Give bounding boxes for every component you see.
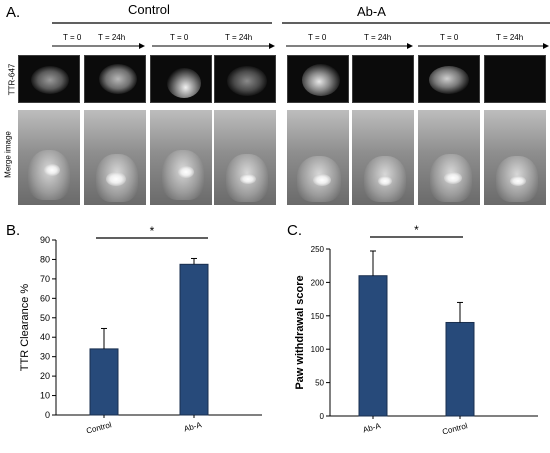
y-tick-label: 50 [315,379,324,388]
bar [179,263,209,416]
time-label: T = 0 [170,33,189,42]
group-title-ab-a: Ab-A [357,4,386,19]
fluorescence-image [418,55,480,103]
y-tick-label: 150 [311,312,325,321]
fluorescence-image [352,55,414,103]
merge-image [18,110,80,205]
y-tick-label: 30 [40,352,50,362]
x-tick-label: Ab-A [183,420,203,433]
x-tick-label: Ab-A [362,421,382,434]
y-tick-label: 200 [311,278,325,287]
y-tick-label: 0 [320,412,325,421]
x-tick-label: Control [85,420,112,435]
y-tick-label: 50 [40,313,50,323]
merge-image [84,110,146,205]
y-tick-label: 70 [40,274,50,284]
y-tick-label: 80 [40,254,50,264]
fluorescence-image [287,55,349,103]
fluorescence-image [150,55,212,103]
row-label-merge: Merge image [3,131,13,178]
y-tick-label: 60 [40,293,50,303]
time-label: T = 24h [98,33,126,42]
fluorescence-image [18,55,80,103]
fluorescence-image [214,55,276,103]
bar [358,275,388,417]
significance-star: * [150,225,155,238]
group-title-control: Control [128,2,170,17]
merge-image [287,110,349,205]
time-label: T = 0 [63,33,82,42]
time-label: T = 24h [225,33,253,42]
y-tick-label: 10 [40,391,50,401]
bar [89,348,119,416]
merge-image [150,110,212,205]
y-tick-label: 20 [40,371,50,381]
merge-image [418,110,480,205]
x-tick-label: Control [441,421,468,436]
y-axis-label: Paw withdrawal score [294,275,306,389]
panel-a-letter: A. [6,4,21,21]
time-label: T = 0 [308,33,327,42]
y-tick-label: 250 [311,245,325,254]
merge-image [484,110,546,205]
bar [445,321,475,417]
fluorescence-image [484,55,546,103]
y-tick-label: 40 [40,332,50,342]
y-tick-label: 100 [311,345,325,354]
time-label: T = 0 [440,33,459,42]
y-tick-label: 0 [45,410,50,420]
chart-c: 0 50 100 150 200 250 Paw withdrawal score Ab-A C… [294,225,538,437]
y-tick-label: 90 [40,235,50,245]
chart-b: 0 10 20 30 40 50 60 70 80 90 TTR Clearance % Contro… [19,225,262,436]
row-label-ttr: TTR-647 [7,63,17,96]
fluorescence-image [84,55,146,103]
significance-star: * [414,225,419,237]
panel-b-letter: B. [6,222,21,239]
panel-a-timeline [52,22,550,49]
y-axis-label: TTR Clearance % [19,284,31,372]
panel-c-letter: C. [287,222,302,239]
merge-image [352,110,414,205]
time-label: T = 24h [496,33,524,42]
merge-image [214,110,276,205]
time-label: T = 24h [364,33,392,42]
